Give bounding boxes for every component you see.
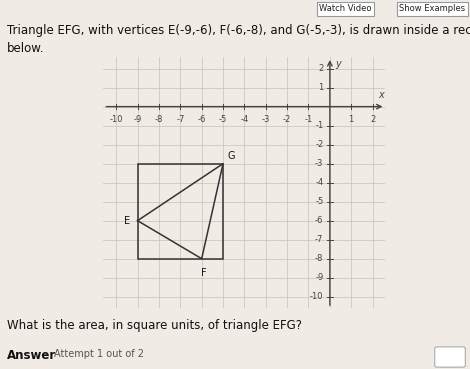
Text: 2: 2 [370,115,375,124]
Text: -9: -9 [315,273,323,282]
Bar [138,163,223,259]
Text: -5: -5 [315,197,323,206]
Text: F: F [201,268,207,278]
Text: -10: -10 [310,292,323,301]
Text: -2: -2 [315,140,323,149]
Text: 1: 1 [349,115,354,124]
Text: G: G [227,151,235,161]
Text: Answer: Answer [7,349,56,362]
Text: -7: -7 [176,115,185,124]
Text: x: x [378,90,384,100]
FancyBboxPatch shape [435,347,465,367]
Text: -1: -1 [305,115,313,124]
Text: Watch Video: Watch Video [319,4,372,13]
Text: -9: -9 [133,115,142,124]
Text: -5: -5 [219,115,227,124]
Text: -8: -8 [315,254,323,263]
Text: Attempt 1 out of 2: Attempt 1 out of 2 [54,349,144,359]
Text: Show Examples: Show Examples [400,4,465,13]
Text: E: E [124,215,130,226]
Text: -4: -4 [240,115,249,124]
Text: -2: -2 [283,115,291,124]
Text: -10: -10 [110,115,123,124]
Text: y: y [335,59,341,69]
Text: -7: -7 [315,235,323,244]
Text: below.: below. [7,42,45,55]
Text: -6: -6 [315,216,323,225]
Text: -3: -3 [315,159,323,168]
Text: -8: -8 [155,115,163,124]
Text: -6: -6 [197,115,206,124]
Text: What is the area, in square units, of triangle EFG?: What is the area, in square units, of tr… [7,319,302,332]
Text: -1: -1 [315,121,323,130]
Text: 1: 1 [318,83,323,92]
Text: 2: 2 [318,64,323,73]
Text: -4: -4 [315,178,323,187]
Text: -3: -3 [262,115,270,124]
Text: Triangle EFG, with vertices E(-9,-6), F(-6,-8), and G(-5,-3), is drawn inside a : Triangle EFG, with vertices E(-9,-6), F(… [7,24,470,37]
